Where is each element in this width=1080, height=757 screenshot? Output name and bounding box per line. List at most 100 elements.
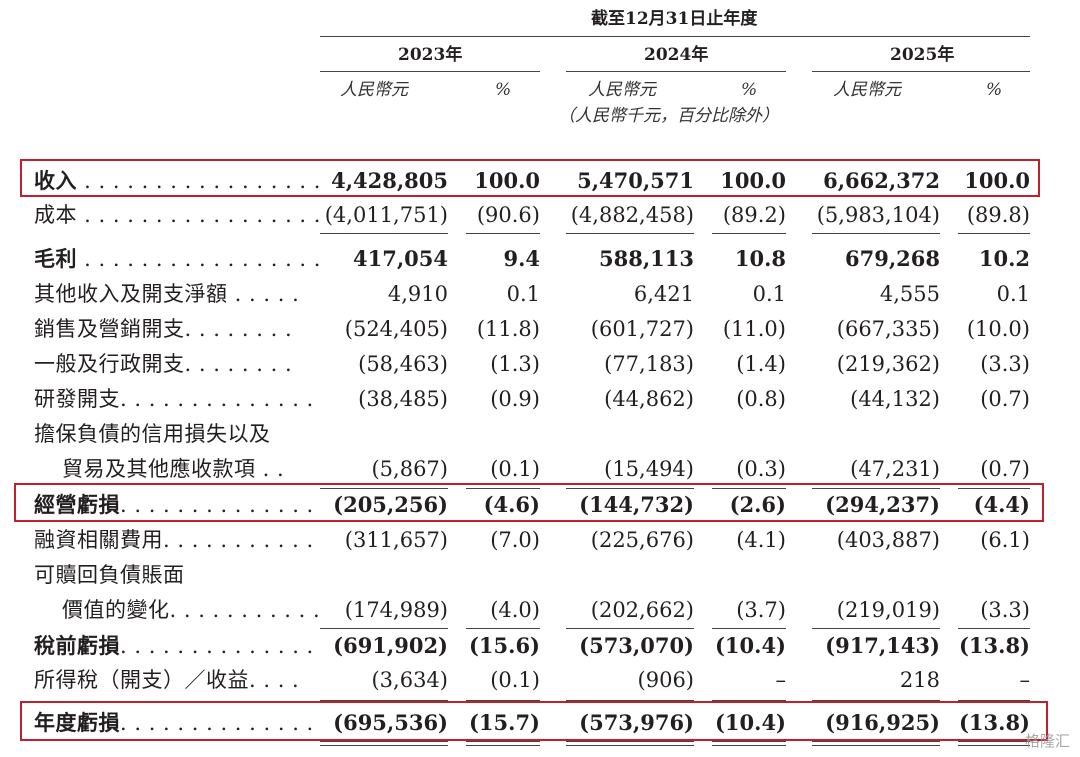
row-label-rd-expenses: 研發開支. . . . . . . . . . . . . .	[34, 389, 314, 410]
year-2023-rule	[320, 71, 540, 72]
net-loss-double-rule-2-2023b	[466, 745, 540, 746]
year-2025-rule	[812, 71, 1030, 72]
cell-rd-expenses-2024-amount: (44,862)	[604, 387, 694, 411]
cell-revenue-2024-pct: 100.0	[720, 168, 786, 193]
gross-profit-rule-2023b	[466, 233, 540, 234]
cell-cost-2025-amount: (5,983,104)	[816, 203, 940, 227]
cell-other-income-net-2023-amount: 4,910	[387, 282, 448, 306]
cell-income-tax-2023-pct: (0.1)	[490, 668, 540, 692]
cell-general-admin-expenses-2024-amount: (77,183)	[604, 352, 694, 376]
pretax-loss-rule-2024a	[566, 628, 694, 629]
row-label-revenue: 收入 . . . . . . . . . . . . . . . . .	[34, 170, 321, 192]
cell-operating-loss-2024-pct: (2.6)	[729, 492, 786, 517]
cell-finance-costs-2023-pct: (7.0)	[490, 528, 540, 552]
pretax-loss-rule-2023b	[466, 628, 540, 629]
cell-finance-costs-2023-amount: (311,657)	[344, 528, 448, 552]
cell-operating-loss-2023-amount: (205,256)	[333, 492, 448, 517]
row-label-text: 融資相關費用	[34, 528, 163, 552]
year-2023-header: 2023年	[398, 45, 463, 65]
row-leader-dots: . .	[255, 457, 285, 481]
cell-credit-loss-line2-2023-pct: (0.1)	[490, 457, 540, 481]
cell-selling-marketing-expenses-2025-amount: (667,335)	[836, 317, 940, 341]
row-label-selling-marketing-expenses: 銷售及營銷開支. . . . . . . .	[34, 319, 292, 340]
cell-pretax-loss-2023-amount: (691,902)	[333, 633, 448, 658]
cell-selling-marketing-expenses-2023-amount: (524,405)	[344, 317, 448, 341]
cell-general-admin-expenses-2025-amount: (219,362)	[836, 352, 940, 376]
cell-finance-costs-2025-amount: (403,887)	[836, 528, 940, 552]
unit-note: （人民幣千元，百分比除外）	[558, 106, 779, 126]
cell-revenue-2023-pct: 100.0	[474, 168, 540, 193]
cell-operating-loss-2024-amount: (144,732)	[579, 492, 694, 517]
cell-general-admin-expenses-2023-amount: (58,463)	[358, 352, 448, 376]
cell-redeemable-liab-line2-2024-pct: (3.7)	[736, 598, 786, 622]
cell-other-income-net-2025-amount: 4,555	[879, 282, 940, 306]
cell-other-income-net-2025-pct: 0.1	[996, 282, 1030, 306]
row-label-text: 經營虧損	[34, 492, 120, 517]
row-label-text: 收入	[34, 168, 77, 193]
cell-income-tax-2023-amount: (3,634)	[371, 668, 448, 692]
cell-pretax-loss-2023-pct: (15.6)	[468, 633, 540, 658]
net-loss-double-rule-1-2023b	[466, 741, 540, 742]
net-loss-highlight-box	[20, 701, 1048, 741]
cell-net-loss-2023-pct: (15.7)	[468, 710, 540, 735]
cell-rd-expenses-2025-amount: (44,132)	[850, 387, 940, 411]
cell-net-loss-2025-pct: (13.8)	[958, 710, 1030, 735]
row-label-credit-loss-line2: 貿易及其他應收款項 . .	[62, 459, 284, 480]
pct-label-2025: %	[986, 80, 1003, 100]
cell-income-tax-2025-pct: –	[1019, 668, 1031, 692]
cell-pretax-loss-2025-pct: (13.8)	[958, 633, 1030, 658]
cell-general-admin-expenses-2024-pct: (1.4)	[736, 352, 786, 376]
cell-cost-2024-amount: (4,882,458)	[570, 203, 694, 227]
cell-selling-marketing-expenses-2023-pct: (11.8)	[476, 317, 540, 341]
operating-loss-rule-2024b	[712, 488, 786, 489]
cell-gross-profit-2025-pct: 10.2	[978, 246, 1030, 271]
cell-cost-2024-pct: (89.2)	[722, 203, 786, 227]
cell-finance-costs-2024-amount: (225,676)	[590, 528, 694, 552]
cell-gross-profit-2024-pct: 10.8	[734, 246, 786, 271]
row-label-redeemable-liab-line1: 可贖回負債賬面	[34, 565, 185, 586]
row-label-text: 貿易及其他應收款項	[62, 457, 256, 481]
row-leader-dots: . . . . . . . . . . .	[169, 598, 321, 622]
cell-credit-loss-line2-2023-amount: (5,867)	[371, 457, 448, 481]
cell-revenue-2023-amount: 4,428,805	[331, 168, 448, 193]
row-label-text: 年度虧損	[34, 710, 120, 735]
cell-other-income-net-2024-pct: 0.1	[752, 282, 786, 306]
cell-general-admin-expenses-2025-pct: (3.3)	[980, 352, 1030, 376]
cell-general-admin-expenses-2023-pct: (1.3)	[490, 352, 540, 376]
cell-revenue-2024-amount: 5,470,571	[577, 168, 694, 193]
row-leader-dots: . . . . . . . . . . . . . . . . .	[77, 169, 321, 193]
net-loss-double-rule-2-2024b	[712, 745, 786, 746]
cell-cost-2023-amount: (4,011,751)	[324, 203, 448, 227]
net-loss-top-rule-2023b	[466, 700, 540, 701]
cell-credit-loss-line2-2024-pct: (0.3)	[736, 457, 786, 481]
row-label-net-loss: 年度虧損. . . . . . . . . . . . . .	[34, 712, 314, 734]
pct-label-2024: %	[741, 80, 758, 100]
cell-net-loss-2024-pct: (10.4)	[714, 710, 786, 735]
row-label-text: 研發開支	[34, 387, 120, 411]
row-label-text: 可贖回負債賬面	[34, 563, 185, 587]
cell-pretax-loss-2025-amount: (917,143)	[825, 633, 940, 658]
cell-income-tax-2024-amount: (906)	[637, 668, 694, 692]
row-leader-dots: . . . . . . . .	[184, 352, 293, 376]
row-label-text: 銷售及營銷開支	[34, 317, 185, 341]
row-label-operating-loss: 經營虧損. . . . . . . . . . . . . .	[34, 494, 314, 516]
cell-redeemable-liab-line2-2023-amount: (174,989)	[344, 598, 448, 622]
row-leader-dots: . . . . . . . . . . . . . . . . .	[77, 247, 321, 271]
net-loss-double-rule-1-2025b	[958, 741, 1030, 742]
cell-net-loss-2023-amount: (695,536)	[333, 710, 448, 735]
net-loss-double-rule-1-2025a	[812, 741, 940, 742]
period-rule	[320, 36, 1030, 37]
net-loss-double-rule-2-2023a	[320, 745, 448, 746]
net-loss-top-rule-2024b	[712, 700, 786, 701]
row-leader-dots: . . . . . . . . . . . . . .	[120, 387, 314, 411]
net-loss-double-rule-1-2024a	[566, 741, 694, 742]
currency-label-2025: 人民幣元	[833, 80, 901, 100]
cell-redeemable-liab-line2-2025-amount: (219,019)	[836, 598, 940, 622]
currency-label-2023: 人民幣元	[340, 80, 408, 100]
cell-redeemable-liab-line2-2025-pct: (3.3)	[980, 598, 1030, 622]
cell-revenue-2025-amount: 6,662,372	[823, 168, 940, 193]
pretax-loss-rule-2025b	[958, 628, 1030, 629]
cell-gross-profit-2023-pct: 9.4	[503, 246, 540, 271]
row-label-text: 成本	[34, 203, 77, 227]
